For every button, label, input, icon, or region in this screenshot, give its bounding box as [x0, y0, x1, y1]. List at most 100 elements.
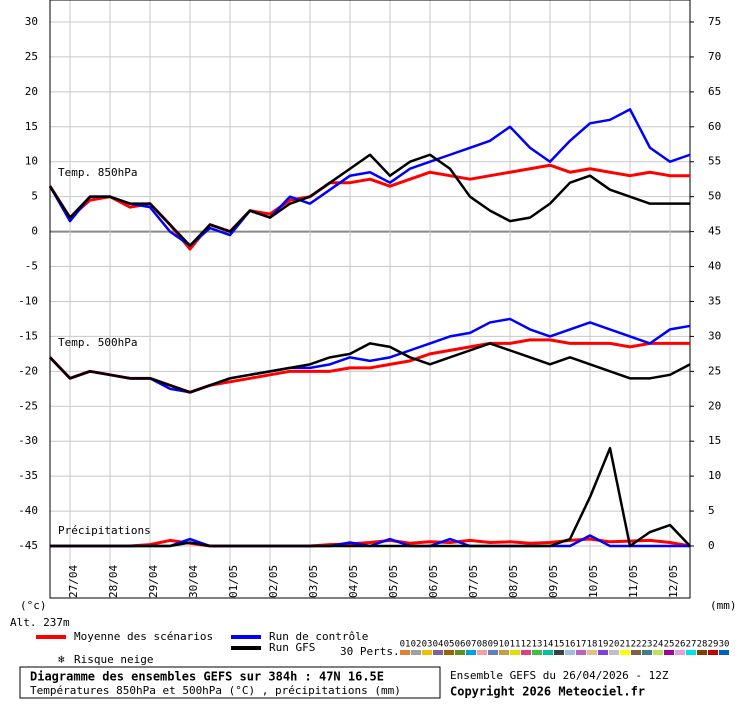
y2-tick-label: 55 [708, 155, 721, 168]
perturbation-label: 10 [499, 640, 510, 650]
snow-label: Risque neige [74, 653, 153, 666]
subtitle: Températures 850hPa et 500hPa (°C) , pré… [30, 684, 401, 697]
perturbation-swatch [400, 650, 410, 655]
legend-label: Run de contrôle [269, 630, 368, 643]
x-tick-label: 11/05 [627, 565, 640, 598]
y-tick-label: -20 [18, 364, 38, 377]
y2-tick-label: 10 [708, 469, 721, 482]
y2-tick-label: 45 [708, 225, 721, 238]
x-tick-label: 12/05 [667, 565, 680, 598]
perturbation-label: 28 [697, 640, 708, 650]
perturbation-swatch [664, 650, 674, 655]
perturbation-label: 02 [411, 640, 422, 650]
perturbation-label: 20 [609, 640, 620, 650]
x-tick-label: 09/05 [547, 565, 560, 598]
perturbation-label: 04 [433, 640, 444, 650]
y-tick-label: 15 [25, 120, 38, 133]
x-tick-label: 06/05 [427, 565, 440, 598]
perturbation-swatch [587, 650, 597, 655]
perturbation-swatch [521, 650, 531, 655]
perturbation-label: 06 [455, 640, 466, 650]
perturbation-swatch [411, 650, 421, 655]
series-line [48, 153, 690, 247]
x-tick-label: 05/05 [387, 565, 400, 598]
x-tick-label: 03/05 [307, 565, 320, 598]
perturbation-swatch [697, 650, 707, 655]
perturbation-swatch [455, 650, 465, 655]
y2-tick-label: 50 [708, 190, 721, 203]
snow-icon: ❄ [58, 653, 65, 666]
perturbation-swatch [708, 650, 718, 655]
x-tick-label: 02/05 [267, 565, 280, 598]
run-info: Ensemble GEFS du 26/04/2026 - 12Z [450, 669, 669, 682]
perturbation-label: 23 [642, 640, 653, 650]
perturbation-label: 30 [719, 640, 730, 650]
perturbation-label: 17 [576, 640, 587, 650]
perturbation-swatch [422, 650, 432, 655]
y2-unit: (mm) [710, 599, 737, 612]
y2-tick-label: 25 [708, 364, 721, 377]
perturbation-label: 07 [466, 640, 477, 650]
y2-tick-label: 40 [708, 260, 721, 273]
x-tick-label: 28/04 [107, 565, 120, 598]
perturbation-label: 11 [510, 640, 521, 650]
x-tick-label: 01/05 [227, 565, 240, 598]
y-tick-label: 5 [31, 190, 38, 203]
perturbation-label: 14 [543, 640, 554, 650]
perturbation-swatch [433, 650, 443, 655]
y2-tick-label: 60 [708, 120, 721, 133]
y-tick-label: -10 [18, 294, 38, 307]
perturbation-swatch [576, 650, 586, 655]
perturbation-label: 19 [598, 640, 609, 650]
y2-tick-label: 20 [708, 399, 721, 412]
perturbation-swatch [477, 650, 487, 655]
perturbation-label: 18 [587, 640, 598, 650]
perturbation-label: 12 [521, 640, 532, 650]
perturbation-swatch [686, 650, 696, 655]
perturbation-label: 24 [653, 640, 664, 650]
legend-label: Run GFS [269, 641, 315, 654]
x-tick-label: 27/04 [67, 565, 80, 598]
y2-tick-label: 65 [708, 85, 721, 98]
perturbation-swatch [554, 650, 564, 655]
x-tick-label: 30/04 [187, 565, 200, 598]
x-tick-label: 07/05 [467, 565, 480, 598]
perturbation-swatch [620, 650, 630, 655]
perturbation-label: 01 [400, 640, 411, 650]
y-tick-label: -30 [18, 434, 38, 447]
perturbation-swatch [609, 650, 619, 655]
perturbation-label: 26 [675, 640, 686, 650]
perturbation-label: 27 [686, 640, 697, 650]
y-tick-label: -45 [18, 539, 38, 552]
perturbation-swatch [719, 650, 729, 655]
x-tick-label: 29/04 [147, 565, 160, 598]
y2-tick-label: 30 [708, 329, 721, 342]
y-tick-label: 10 [25, 155, 38, 168]
y2-tick-label: 0 [708, 539, 715, 552]
footer-box [19, 666, 441, 699]
perturbation-swatch [532, 650, 542, 655]
perturbation-label: 29 [708, 640, 719, 650]
panel-label: Temp. 500hPa [58, 336, 137, 349]
perturbation-label: 05 [444, 640, 455, 650]
perturbation-label: 16 [565, 640, 576, 650]
y2-tick-label: 15 [708, 434, 721, 447]
series-line [50, 446, 691, 548]
x-tick-label: 04/05 [347, 565, 360, 598]
panel-label: Temp. 850hPa [58, 166, 137, 179]
perturbation-label: 22 [631, 640, 642, 650]
copyright: Copyright 2026 Meteociel.fr [450, 685, 645, 699]
series-line [48, 108, 691, 247]
y-tick-label: -40 [18, 504, 38, 517]
altitude: Alt. 237m [10, 616, 70, 629]
perturbation-label: 08 [477, 640, 488, 650]
series-line [49, 342, 691, 394]
panel-label: Précipitations [58, 524, 151, 537]
perturbation-label: 09 [488, 640, 499, 650]
perturbation-label: 21 [620, 640, 631, 650]
perturbation-swatch [642, 650, 652, 655]
legend-label: Moyenne des scénarios [74, 630, 213, 643]
perturbation-swatch [653, 650, 663, 655]
perturbation-swatch [565, 650, 575, 655]
x-tick-label: 10/05 [587, 565, 600, 598]
